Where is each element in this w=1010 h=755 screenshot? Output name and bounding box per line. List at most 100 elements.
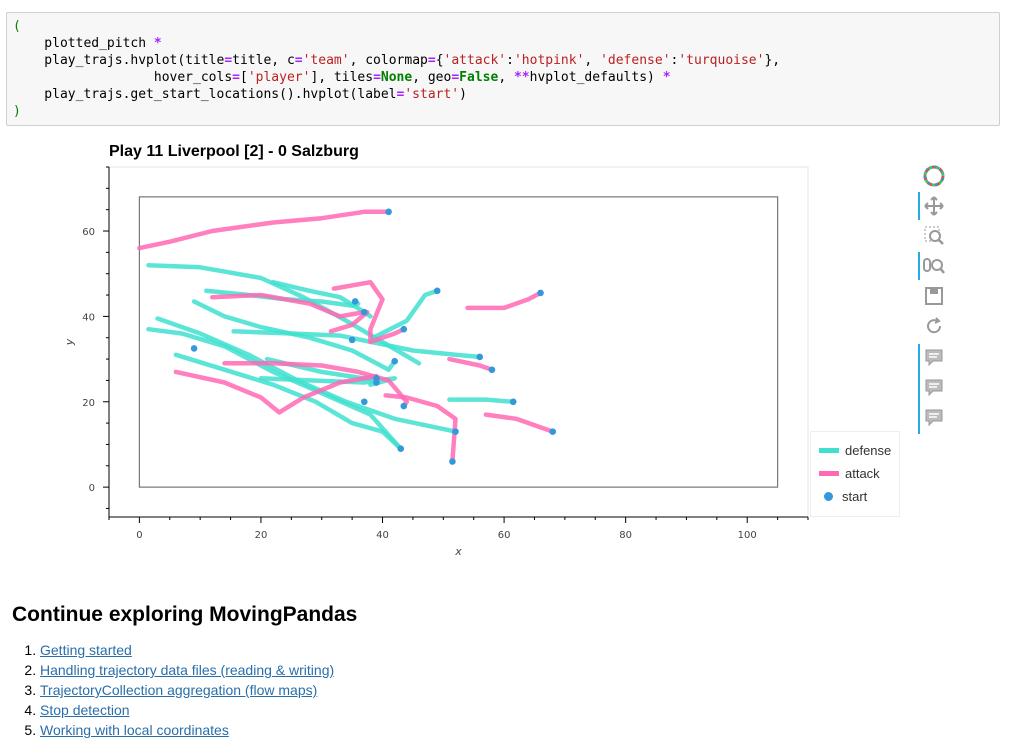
save-icon[interactable] bbox=[922, 284, 946, 308]
attack-trajectory[interactable] bbox=[465, 290, 543, 311]
start-point[interactable] bbox=[400, 325, 408, 333]
plot-legend[interactable]: defense attack start bbox=[810, 431, 900, 517]
start-point[interactable] bbox=[433, 287, 441, 295]
attack-trajectory[interactable] bbox=[328, 309, 370, 334]
legend-swatch-attack bbox=[819, 470, 839, 476]
code-token: = bbox=[396, 87, 405, 102]
legend-label-attack: attack bbox=[845, 465, 880, 481]
legend-item-attack[interactable]: attack bbox=[819, 463, 880, 483]
start-point[interactable] bbox=[385, 208, 392, 216]
code-token: }, bbox=[764, 53, 781, 68]
code-token: hover_cols bbox=[13, 70, 233, 85]
code-token: 'attack' bbox=[443, 53, 507, 68]
start-point[interactable] bbox=[351, 298, 359, 305]
y-tick-label: 0 bbox=[89, 483, 95, 494]
pan-icon[interactable] bbox=[922, 194, 946, 218]
plot-toolbar bbox=[918, 160, 954, 440]
code-cell[interactable]: ( plotted_pitch * play_trajs.hvplot(titl… bbox=[6, 12, 1000, 126]
legend-item-start[interactable]: start bbox=[819, 486, 867, 506]
code-token: 'player' bbox=[247, 70, 311, 85]
code-line: play_trajs.hvplot(title=title, c='team',… bbox=[13, 52, 999, 69]
code-token: 'defense' bbox=[600, 53, 671, 68]
code-token: : bbox=[506, 53, 514, 68]
attack-trajectory[interactable] bbox=[210, 292, 367, 319]
y-axis-label: y bbox=[63, 338, 76, 346]
code-token: 'team' bbox=[302, 53, 350, 68]
code-token: = bbox=[232, 70, 240, 85]
link-data-files[interactable]: Handling trajectory data files (reading … bbox=[40, 662, 335, 678]
start-point[interactable] bbox=[360, 308, 368, 316]
code-line: play_trajs.get_start_locations().hvplot(… bbox=[13, 86, 999, 103]
start-point[interactable] bbox=[537, 289, 544, 297]
hover-icon[interactable] bbox=[922, 346, 946, 370]
reset-icon[interactable] bbox=[922, 314, 946, 338]
link-local-coordinates[interactable]: Working with local coordinates bbox=[40, 722, 229, 738]
start-point[interactable] bbox=[190, 345, 198, 352]
bokeh-logo-icon[interactable] bbox=[922, 164, 946, 188]
code-token: , bbox=[584, 53, 601, 68]
code-token: = bbox=[294, 53, 303, 68]
hover-icon[interactable] bbox=[922, 406, 946, 430]
start-point[interactable] bbox=[400, 402, 408, 410]
code-token: = bbox=[427, 53, 436, 68]
legend-item-defense[interactable]: defense bbox=[819, 440, 891, 460]
code-token: None bbox=[380, 70, 413, 85]
y-tick-label: 60 bbox=[82, 227, 95, 238]
defense-trajectory[interactable] bbox=[447, 397, 516, 405]
code-token: play_trajs.hvplot(title bbox=[13, 53, 225, 68]
attack-trajectory[interactable] bbox=[173, 369, 379, 415]
link-getting-started[interactable]: Getting started bbox=[40, 642, 132, 658]
tutorial-links-list: Getting started Handling trajectory data… bbox=[0, 640, 334, 740]
start-point[interactable] bbox=[360, 398, 368, 406]
start-point[interactable] bbox=[488, 366, 496, 374]
code-line: plotted_pitch * bbox=[13, 35, 999, 52]
defense-trajectory[interactable] bbox=[371, 288, 440, 340]
code-token: title, c bbox=[232, 53, 295, 68]
start-point[interactable] bbox=[373, 379, 380, 386]
start-point[interactable] bbox=[348, 336, 356, 344]
start-point[interactable] bbox=[449, 458, 456, 465]
attack-trajectory[interactable] bbox=[137, 209, 391, 251]
section-heading: Continue exploring MovingPandas bbox=[12, 603, 358, 626]
x-tick-label: 60 bbox=[498, 530, 511, 541]
link-aggregation[interactable]: TrajectoryCollection aggregation (flow m… bbox=[40, 682, 318, 698]
start-point[interactable] bbox=[397, 445, 405, 453]
x-tick-label: 80 bbox=[619, 530, 632, 541]
attack-trajectory[interactable] bbox=[331, 279, 407, 345]
x-tick-label: 100 bbox=[738, 530, 757, 541]
code-token: ) bbox=[13, 104, 21, 119]
code-token: { bbox=[435, 53, 444, 68]
defense-trajectory[interactable] bbox=[173, 352, 404, 451]
code-line: ( bbox=[13, 18, 999, 35]
defense-trajectory[interactable] bbox=[146, 326, 404, 451]
start-point[interactable] bbox=[476, 353, 484, 361]
code-token: ) bbox=[459, 87, 467, 102]
defense-trajectory[interactable] bbox=[231, 329, 483, 360]
wheel-zoom-icon[interactable] bbox=[922, 254, 946, 278]
attack-trajectory[interactable] bbox=[222, 361, 410, 409]
link-stop-detection[interactable]: Stop detection bbox=[40, 702, 130, 718]
plot-area[interactable] bbox=[108, 166, 809, 518]
trajectory-plot[interactable]: 0 20 40 60 80 100 0 20 40 60 x y bbox=[60, 140, 910, 560]
x-tick-label: 40 bbox=[376, 530, 389, 541]
x-tick-label: 20 bbox=[255, 530, 268, 541]
attack-trajectory[interactable] bbox=[447, 356, 495, 372]
start-point[interactable] bbox=[549, 428, 557, 435]
code-token: [ bbox=[239, 70, 248, 85]
start-point[interactable] bbox=[509, 398, 517, 406]
attack-trajectory[interactable] bbox=[483, 412, 555, 434]
code-token: play_trajs.get_start_locations().hvplot(… bbox=[13, 87, 397, 102]
start-point[interactable] bbox=[391, 357, 398, 365]
list-item: Working with local coordinates bbox=[40, 720, 334, 740]
box-zoom-icon[interactable] bbox=[922, 224, 946, 248]
code-token: * bbox=[662, 70, 671, 85]
hover-icon[interactable] bbox=[922, 376, 946, 400]
code-token: False bbox=[459, 70, 499, 85]
plot-container: Play 11 Liverpool [2] - 0 Salzburg 0 20 40… bbox=[60, 140, 910, 560]
code-token: hvplot_defaults) bbox=[529, 70, 663, 85]
y-tick-label: 20 bbox=[82, 398, 95, 409]
legend-label-defense: defense bbox=[845, 442, 892, 458]
active-tool-indicator bbox=[918, 192, 920, 220]
start-point[interactable] bbox=[452, 428, 459, 435]
defense-trajectory[interactable] bbox=[191, 299, 397, 372]
